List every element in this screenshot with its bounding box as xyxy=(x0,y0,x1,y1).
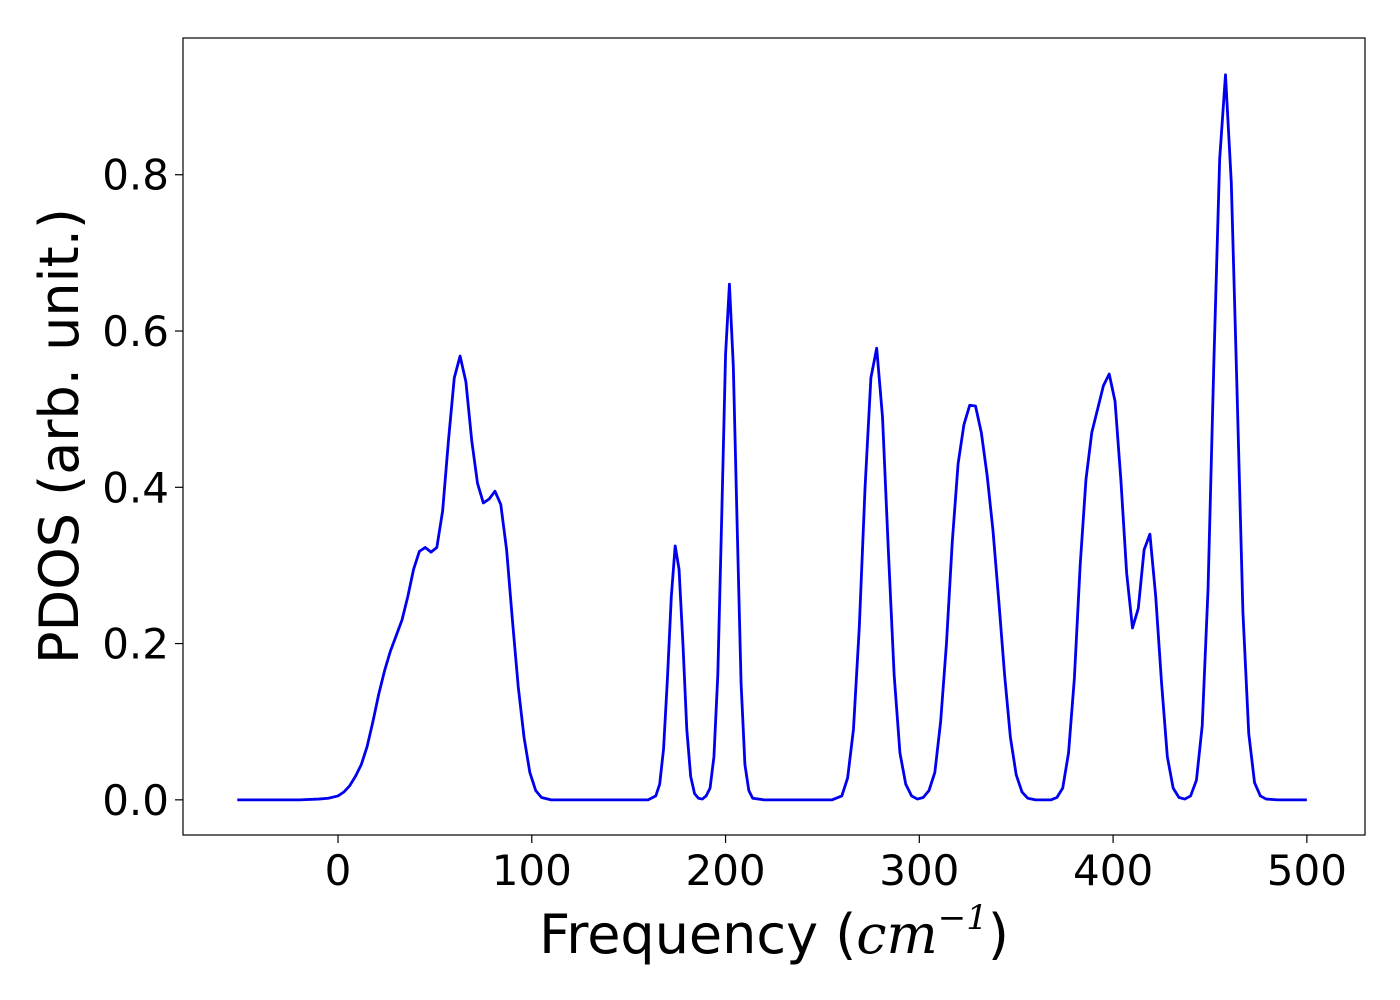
y-axis: 0.0 0.2 0.4 0.6 0.8 xyxy=(102,151,183,825)
x-tick-label: 500 xyxy=(1267,846,1347,895)
x-tick-label: 300 xyxy=(879,846,959,895)
x-tick-label: 0 xyxy=(325,846,352,895)
y-tick-label: 0.8 xyxy=(102,151,169,200)
plot-frame xyxy=(182,37,1366,836)
x-tick-label: 400 xyxy=(1073,846,1153,895)
x-tick-label: 100 xyxy=(492,846,572,895)
series-layer xyxy=(237,73,1307,802)
x-axis-title: Frequency (cm−1) xyxy=(539,898,1009,966)
y-tick-label: 0.4 xyxy=(102,463,169,512)
series-line-0 xyxy=(237,73,1307,802)
x-tick-label: 200 xyxy=(685,846,765,895)
y-tick-label: 0.6 xyxy=(102,307,169,356)
y-tick-label: 0.2 xyxy=(102,620,169,669)
y-axis-title: PDOS (arb. unit.) xyxy=(28,208,91,664)
x-axis: 0 100 200 300 400 500 xyxy=(325,835,1347,895)
y-tick-label: 0.0 xyxy=(102,776,169,825)
